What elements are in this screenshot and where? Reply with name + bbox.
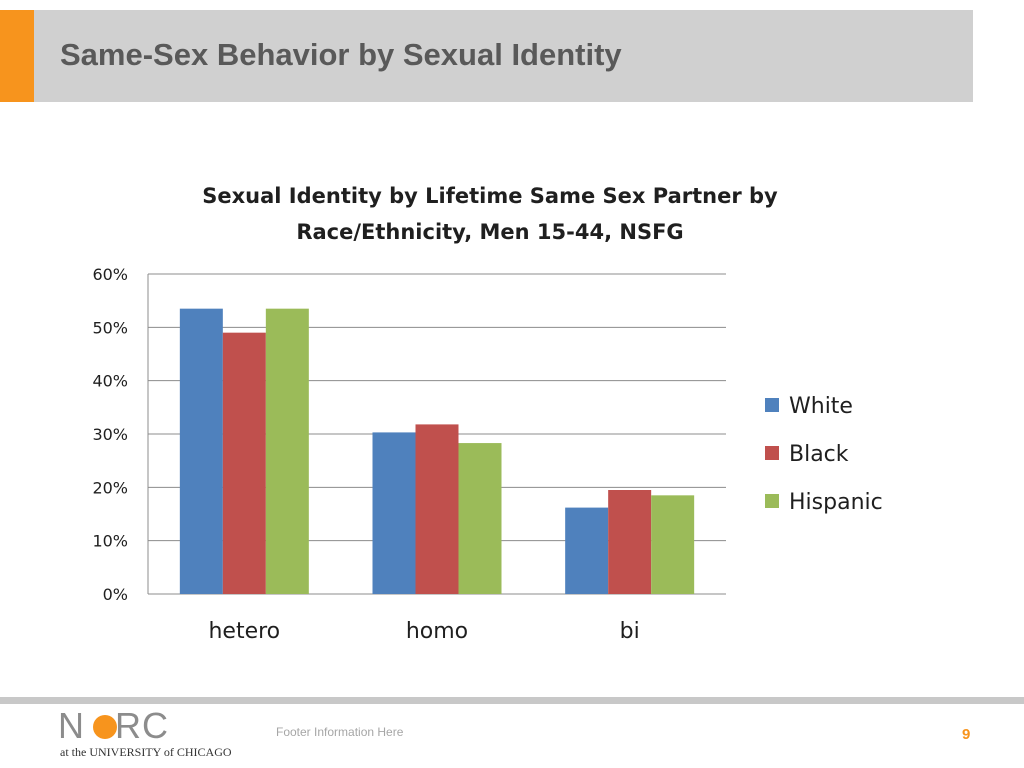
- legend-swatch-hispanic: [765, 494, 779, 508]
- legend-swatch-white: [765, 398, 779, 412]
- chart-title-line-1: Sexual Identity by Lifetime Same Sex Par…: [202, 184, 778, 208]
- y-tick-label: 30%: [92, 425, 128, 444]
- logo-letters-rc: RC: [115, 705, 169, 746]
- legend-swatch-black: [765, 446, 779, 460]
- chart-title: Sexual Identity by Lifetime Same Sex Par…: [130, 178, 850, 250]
- legend-label-hispanic: Hispanic: [789, 490, 883, 515]
- x-tick-label: homo: [406, 619, 468, 644]
- bar-white-bi: [565, 507, 609, 594]
- x-tick-label: hetero: [208, 619, 280, 644]
- title-accent: [0, 10, 34, 102]
- bar-hispanic-homo: [458, 443, 502, 594]
- footer-rule: [0, 697, 1024, 704]
- title-bar: Same-Sex Behavior by Sexual Identity: [0, 10, 973, 102]
- bar-black-hetero: [222, 332, 266, 594]
- norc-logo: N RC: [58, 706, 169, 746]
- page-number: 9: [962, 726, 971, 743]
- y-tick-label: 0%: [103, 585, 128, 604]
- chart-title-line-2: Race/Ethnicity, Men 15-44, NSFG: [296, 220, 684, 244]
- y-tick-label: 20%: [92, 478, 128, 497]
- y-tick-label: 50%: [92, 318, 128, 337]
- logo-letter-n: N: [58, 705, 85, 746]
- bar-hispanic-bi: [651, 495, 695, 594]
- logo-sun-icon: [93, 715, 117, 739]
- bar-white-hetero: [179, 308, 223, 594]
- y-tick-label: 40%: [92, 372, 128, 391]
- y-tick-label: 60%: [92, 265, 128, 284]
- bar-white-homo: [372, 432, 416, 594]
- slide-title: Same-Sex Behavior by Sexual Identity: [60, 37, 622, 72]
- bar-black-bi: [608, 490, 652, 594]
- bar-black-homo: [415, 424, 459, 594]
- x-tick-label: bi: [620, 619, 640, 644]
- y-tick-label: 10%: [92, 532, 128, 551]
- legend-label-black: Black: [789, 442, 849, 467]
- bar-hispanic-hetero: [265, 308, 309, 594]
- logo-subtitle: at the UNIVERSITY of CHICAGO: [60, 745, 232, 759]
- footer-info: Footer Information Here: [276, 725, 404, 739]
- legend-label-white: White: [789, 394, 853, 419]
